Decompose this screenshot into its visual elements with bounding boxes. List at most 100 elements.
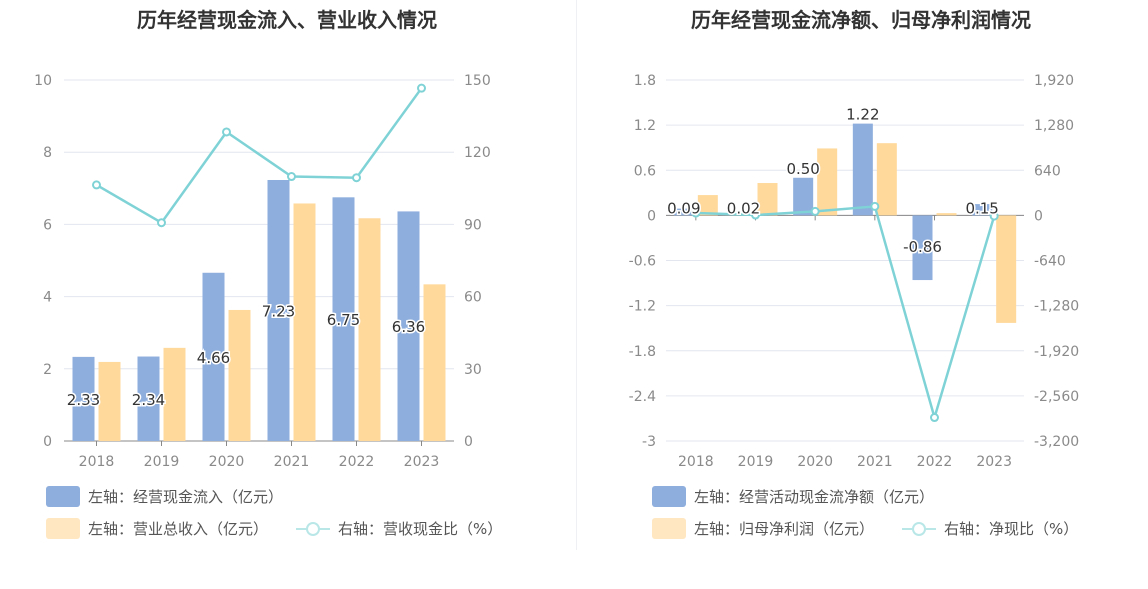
right-legend-bar1-swatch (652, 486, 686, 507)
right-bar2-2018 (697, 195, 718, 216)
right-line-point-2023 (989, 211, 999, 221)
left-data-label-2021: 7.23 (262, 302, 295, 320)
right-line-point-2022 (930, 413, 939, 423)
left-y-left-tick: 8 (43, 145, 52, 161)
left-bar1-2018 (72, 356, 95, 441)
left-bar1-2023 (397, 211, 420, 441)
right-data-label-2018: 0.09 (667, 199, 700, 217)
left-chart-canvas: 0 2 4 6 8 10 0 30 60 90 120 150 2018 2019 2020 2021 2022… (34, 73, 491, 470)
left-x-tick-label: 2023 (404, 454, 440, 470)
right-bar2-2023 (996, 215, 1017, 323)
right-chart-canvas: -3 -2.4 -1.8 -1.2 -0.6 0 0.6 1.2 1.8 -3,200 -2,560… (629, 73, 1079, 470)
right-y-left-tick: 0.6 (634, 163, 656, 179)
right-x-tick-label: 2022 (917, 454, 953, 470)
left-y-left-tick: 0 (43, 434, 52, 450)
right-bar2-2022 (936, 213, 957, 216)
right-bar1-2020 (793, 177, 814, 216)
left-data-label-2018: 2.33 (67, 391, 100, 409)
right-bar1-2021 (852, 123, 873, 216)
panel-divider (576, 0, 577, 550)
right-legend-line-label: 右轴：净现比（%） (944, 520, 1079, 538)
left-x-tick-label: 2022 (339, 454, 375, 470)
right-y-right-tick: 1,280 (1034, 118, 1074, 134)
right-y-right-tick: -3,200 (1034, 434, 1079, 450)
left-line-point-2023 (417, 83, 426, 93)
right-legend-line[interactable]: 右轴：净现比（%） (902, 518, 1078, 539)
left-line-point-2021 (287, 172, 296, 182)
left-chart-panel: 历年经营现金流入、营业收入情况 0 2 4 6 8 10 0 30 60 90 120 150 2018… (34, 8, 502, 539)
left-data-label-2022: 6.75 (327, 311, 360, 329)
right-y-left-tick: 1.8 (634, 73, 656, 89)
left-legend-bar2-label: 左轴：营业总收入（亿元） (88, 520, 269, 538)
left-y-right-tick: 0 (464, 434, 473, 450)
right-y-right-tick: 640 (1034, 163, 1061, 179)
right-legend-bar2-label: 左轴：归母净利润（亿元） (694, 520, 875, 538)
right-x-tick-label: 2023 (976, 454, 1012, 470)
right-data-label-2020: 0.50 (786, 160, 819, 178)
left-data-label-2019: 2.34 (132, 391, 165, 409)
left-legend-bar2-swatch (46, 518, 80, 539)
right-y-right-tick: -1,280 (1034, 299, 1079, 315)
right-legend-bar1-label: 左轴：经营活动现金流净额（亿元） (694, 488, 935, 506)
right-y-left-tick: -3 (642, 434, 656, 450)
left-chart-title: 历年经营现金流入、营业收入情况 (137, 8, 437, 32)
left-bar1-2021 (267, 179, 290, 441)
left-y-right-tick: 90 (464, 217, 482, 233)
left-bar1-2022 (332, 197, 355, 441)
left-y-left-tick: 2 (43, 362, 52, 378)
left-y-right-tick: 30 (464, 362, 482, 378)
right-y-right-tick: -640 (1034, 254, 1066, 270)
right-bar1-2022 (912, 215, 933, 281)
right-y-right-tick: 0 (1034, 208, 1043, 224)
right-y-left-tick: -1.8 (629, 344, 656, 360)
right-x-tick-label: 2018 (678, 454, 714, 470)
left-bar2-2023 (423, 284, 446, 441)
left-legend-bar1[interactable]: 左轴：经营现金流入（亿元） (46, 486, 283, 507)
left-bar2-2018 (98, 361, 121, 441)
left-y-left-tick: 6 (43, 217, 52, 233)
right-y-left-tick: -0.6 (629, 254, 656, 270)
right-chart-title: 历年经营现金流净额、归母净利润情况 (691, 8, 1031, 32)
left-legend-line-swatch (296, 518, 330, 539)
left-legend-bar1-swatch (46, 486, 80, 507)
right-legend-bar2-swatch (652, 518, 686, 539)
right-y-left-tick: -1.2 (629, 299, 656, 315)
left-y-right-tick: 120 (464, 145, 491, 161)
left-x-tick-label: 2018 (79, 454, 115, 470)
left-x-tick-label: 2019 (144, 454, 180, 470)
left-line-point-2018 (92, 180, 101, 190)
right-line-series (695, 205, 996, 423)
left-data-label-2020: 4.66 (197, 349, 230, 367)
left-line-point-2019 (157, 218, 166, 228)
left-line-point-2020 (222, 127, 231, 137)
right-y-left-tick: 1.2 (634, 118, 656, 134)
left-bar1-2020 (202, 272, 225, 441)
right-line-point-2018 (691, 208, 701, 218)
left-y-left-tick: 4 (43, 290, 52, 306)
right-x-tick-label: 2019 (738, 454, 774, 470)
left-bar2-2021 (293, 203, 316, 441)
right-bar1-2023 (972, 204, 993, 216)
right-legend-bar1[interactable]: 左轴：经营活动现金流净额（亿元） (652, 486, 934, 507)
left-bar1-2019 (137, 356, 160, 441)
left-legend-bar1-label: 左轴：经营现金流入（亿元） (88, 488, 284, 506)
left-legend-line-label: 右轴：营收现金比（%） (338, 520, 503, 538)
right-y-left-tick: -2.4 (629, 389, 656, 405)
right-line-point-2020 (810, 206, 820, 216)
left-bar2-2022 (358, 218, 381, 441)
right-data-label-2023: 0.15 (965, 199, 998, 217)
right-chart-panel: 历年经营现金流净额、归母净利润情况 -3 -2.4 -1.8 -1.2 -0.6 0 0.6… (574, 0, 1148, 589)
right-y-right-tick: 1,920 (1034, 73, 1074, 89)
left-y-left-tick: 10 (34, 73, 52, 89)
right-y-left-tick: 0 (647, 208, 656, 224)
left-x-tick-label: 2021 (274, 454, 310, 470)
left-bar2-2020 (228, 309, 251, 441)
right-x-tick-label: 2020 (797, 454, 833, 470)
left-y-right-tick: 150 (464, 73, 491, 89)
left-line-series (95, 87, 423, 225)
right-legend-bar2[interactable]: 左轴：归母净利润（亿元） (652, 518, 874, 539)
right-line-point-2019 (751, 210, 760, 220)
left-bar2-2019 (163, 347, 186, 441)
left-legend-line[interactable]: 右轴：营收现金比（%） (296, 518, 502, 539)
left-legend-bar2[interactable]: 左轴：营业总收入（亿元） (46, 518, 268, 539)
